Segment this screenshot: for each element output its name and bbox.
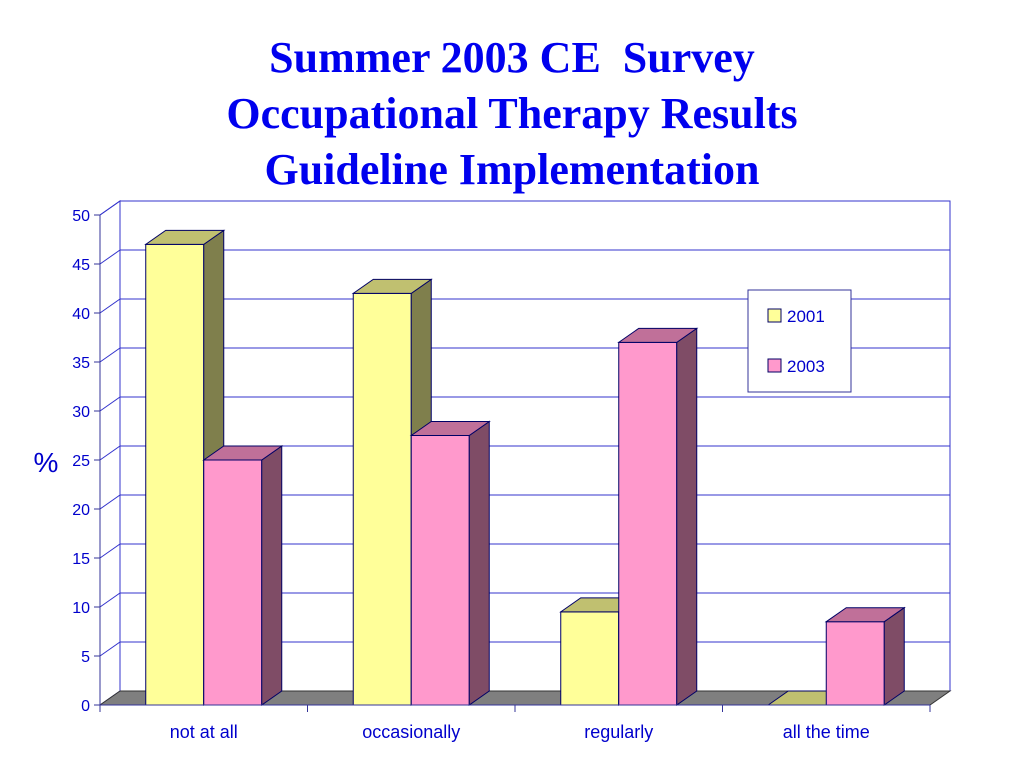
bar-2003-not-at-all: [202, 445, 284, 706]
y-tick-label-15: 15: [72, 551, 90, 568]
y-tick-label-50: 50: [72, 208, 90, 225]
bar-front: [203, 459, 263, 706]
bar-side: [468, 420, 490, 706]
title-line-2: Occupational Therapy Results: [226, 89, 798, 138]
bar-side: [676, 327, 698, 706]
y-tick-label-20: 20: [72, 502, 90, 519]
bar-top: [409, 421, 491, 436]
title-line-3: Guideline Implementation: [264, 145, 760, 194]
gridline-50: [99, 200, 950, 216]
y-tick-label-40: 40: [72, 306, 90, 323]
legend-swatch-2001: [767, 308, 782, 323]
bar-front: [410, 435, 470, 706]
legend-swatch-2003: [767, 358, 782, 373]
title-line-1: Summer 2003 CE Survey: [269, 33, 755, 82]
bars: [144, 229, 906, 706]
bar-top: [202, 445, 284, 461]
bar-side: [261, 445, 283, 706]
gridline-45: [99, 249, 950, 265]
bar-top: [824, 607, 906, 623]
x-tick-label-occasionally: occasionally: [362, 722, 460, 742]
bar-2003-all-the-time: [824, 606, 906, 706]
bar-front: [560, 611, 620, 706]
bar-2003-regularly: [617, 327, 699, 706]
y-tick-label-10: 10: [72, 600, 90, 617]
bar-front: [618, 341, 678, 706]
y-tick-label-0: 0: [81, 698, 90, 715]
legend-label-2001: 2001: [787, 307, 825, 326]
legend-box: [747, 289, 852, 393]
bar-top: [617, 327, 699, 343]
legend-label-2003: 2003: [787, 357, 825, 376]
x-tick-label-not-at-all: not at all: [170, 722, 238, 742]
legend: 2001 2003: [747, 289, 852, 393]
bar-top: [144, 229, 226, 245]
bar-side: [883, 606, 905, 706]
axes: 0 5 10 15 20 25 30 35 40 45 50 not at all occasional…: [34, 208, 931, 742]
y-tick-label-5: 5: [81, 649, 90, 666]
bar-front: [145, 243, 205, 706]
bar-top: [351, 278, 433, 294]
y-tick-label-30: 30: [72, 404, 90, 421]
y-tick-label-45: 45: [72, 257, 90, 274]
x-tick-label-regularly: regularly: [584, 722, 653, 742]
bar-front: [825, 621, 885, 706]
y-axis-label: %: [34, 447, 59, 478]
chart-title: Summer 2003 CE Survey Occupational Thera…: [0, 30, 1024, 198]
bar-front: [352, 292, 412, 706]
gridline-40: [99, 298, 950, 314]
y-tick-label-25: 25: [72, 453, 90, 470]
bar-2003-occasionally: [409, 420, 491, 706]
x-tick-label-all-the-time: all the time: [783, 722, 870, 742]
y-tick-label-35: 35: [72, 355, 90, 372]
